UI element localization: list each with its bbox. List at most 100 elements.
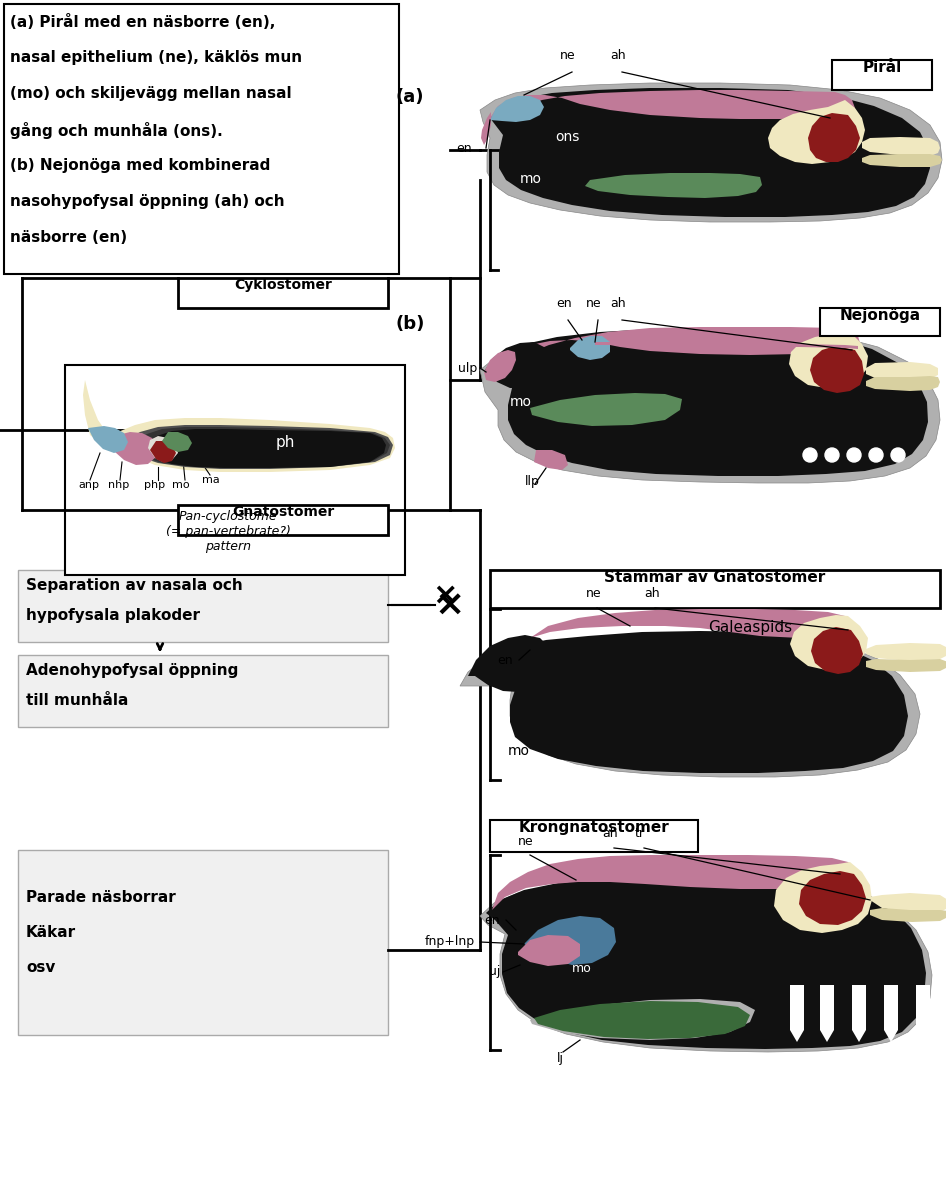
Circle shape xyxy=(847,448,861,462)
Polygon shape xyxy=(150,441,176,463)
Polygon shape xyxy=(488,329,928,476)
Polygon shape xyxy=(120,424,393,469)
Bar xyxy=(65,364,405,576)
Polygon shape xyxy=(534,1001,750,1040)
Bar xyxy=(490,820,698,852)
Text: Gnatostomer: Gnatostomer xyxy=(232,505,334,519)
Polygon shape xyxy=(866,643,946,661)
Text: (mo) och skiljevägg mellan nasal: (mo) och skiljevägg mellan nasal xyxy=(10,86,291,101)
Polygon shape xyxy=(768,100,865,164)
Bar xyxy=(832,60,932,90)
Bar xyxy=(178,278,388,308)
Text: Adenohypofysal öppning: Adenohypofysal öppning xyxy=(26,663,238,677)
Polygon shape xyxy=(866,362,938,380)
Text: Pan-cyclostome: Pan-cyclostome xyxy=(179,510,277,523)
Text: ne: ne xyxy=(518,835,534,848)
Text: ne: ne xyxy=(587,588,602,600)
Text: Cyklostomer: Cyklostomer xyxy=(234,278,332,293)
Bar xyxy=(178,505,388,535)
Text: ma: ma xyxy=(202,475,219,486)
Polygon shape xyxy=(808,113,860,162)
Text: ph: ph xyxy=(275,434,295,450)
Text: (a) Pirål med en näsborre (en),: (a) Pirål med en näsborre (en), xyxy=(10,14,275,30)
Text: fnp+lnp: fnp+lnp xyxy=(425,935,475,948)
Text: ah: ah xyxy=(603,827,618,840)
Circle shape xyxy=(803,448,817,462)
Polygon shape xyxy=(530,999,755,1040)
Text: en: en xyxy=(498,653,513,667)
Circle shape xyxy=(891,448,905,462)
Text: osv: osv xyxy=(26,960,56,975)
Text: llp: llp xyxy=(525,475,539,488)
Polygon shape xyxy=(502,327,860,366)
Polygon shape xyxy=(481,112,491,145)
Polygon shape xyxy=(524,916,616,965)
Text: anp: anp xyxy=(78,480,99,490)
Polygon shape xyxy=(870,908,946,922)
Polygon shape xyxy=(480,83,942,222)
Text: mo: mo xyxy=(508,745,530,758)
Polygon shape xyxy=(490,88,930,217)
Text: hypofysala plakoder: hypofysala plakoder xyxy=(26,608,200,623)
Polygon shape xyxy=(799,870,866,924)
Polygon shape xyxy=(108,432,158,465)
Bar xyxy=(820,308,940,336)
Polygon shape xyxy=(790,986,804,1042)
Text: Stammar av Gnatostomer: Stammar av Gnatostomer xyxy=(604,570,826,585)
Polygon shape xyxy=(810,347,864,393)
Polygon shape xyxy=(518,935,580,966)
Polygon shape xyxy=(490,90,855,119)
Text: gång och munhåla (ons).: gång och munhåla (ons). xyxy=(10,122,222,139)
Polygon shape xyxy=(884,986,898,1042)
Polygon shape xyxy=(916,986,930,1042)
Polygon shape xyxy=(485,342,549,388)
Text: en: en xyxy=(456,141,472,155)
Text: uj: uj xyxy=(489,965,500,978)
Polygon shape xyxy=(866,659,946,671)
Polygon shape xyxy=(530,609,855,638)
Polygon shape xyxy=(862,153,942,167)
Polygon shape xyxy=(866,376,940,391)
Text: pattern: pattern xyxy=(205,540,251,553)
Polygon shape xyxy=(88,426,128,453)
Polygon shape xyxy=(595,342,858,349)
Bar xyxy=(18,850,388,1035)
Polygon shape xyxy=(162,432,192,452)
Text: nasal epithelium (ne), käklös mun: nasal epithelium (ne), käklös mun xyxy=(10,50,302,65)
Polygon shape xyxy=(585,173,762,198)
Text: en: en xyxy=(484,914,500,927)
Polygon shape xyxy=(811,627,863,674)
Polygon shape xyxy=(790,615,868,670)
Text: (b) Nejonöga med kombinerad: (b) Nejonöga med kombinerad xyxy=(10,158,271,173)
Text: tr: tr xyxy=(635,827,645,840)
Polygon shape xyxy=(530,393,682,426)
Text: till munhåla: till munhåla xyxy=(26,693,129,707)
Polygon shape xyxy=(820,986,834,1042)
Polygon shape xyxy=(534,450,568,470)
Text: Galeaspids: Galeaspids xyxy=(708,620,792,635)
Text: nasohypofysal öppning (ah) och: nasohypofysal öppning (ah) och xyxy=(10,194,285,209)
Text: ×: × xyxy=(432,580,458,609)
Bar xyxy=(490,570,940,608)
Text: Käkar: Käkar xyxy=(26,924,76,940)
Polygon shape xyxy=(138,429,386,468)
Text: Parade näsborrar: Parade näsborrar xyxy=(26,890,176,905)
Text: Pirål: Pirål xyxy=(863,60,902,76)
Polygon shape xyxy=(852,986,866,1042)
Text: ne: ne xyxy=(587,297,602,311)
Polygon shape xyxy=(148,436,178,462)
Circle shape xyxy=(825,448,839,462)
Text: ons: ons xyxy=(555,129,579,144)
Text: mo: mo xyxy=(572,962,592,975)
Circle shape xyxy=(869,448,883,462)
Text: nhp: nhp xyxy=(108,480,130,490)
Polygon shape xyxy=(83,380,395,472)
Text: (= pan-vertebrate?): (= pan-vertebrate?) xyxy=(166,525,290,538)
Text: mo: mo xyxy=(520,171,542,186)
Bar xyxy=(4,4,399,275)
Polygon shape xyxy=(570,336,610,360)
Polygon shape xyxy=(472,631,908,773)
Text: ×: × xyxy=(435,588,465,622)
Text: php: php xyxy=(144,480,166,490)
Text: mo: mo xyxy=(510,394,532,409)
